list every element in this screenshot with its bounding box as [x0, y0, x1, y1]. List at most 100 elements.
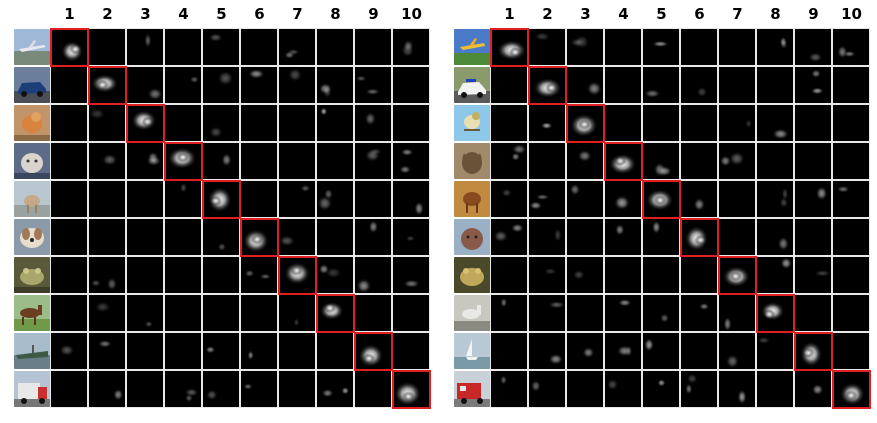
column-header: 3 — [140, 5, 151, 23]
heatmap-cell — [241, 29, 277, 65]
heatmap-cell — [681, 219, 717, 255]
heatmap-cell — [317, 371, 353, 407]
heatmap-cell — [51, 295, 87, 331]
heatmap-cell — [681, 105, 717, 141]
heatmap-cell — [127, 333, 163, 369]
heatmap-cell — [203, 257, 239, 293]
heatmap-cell — [491, 295, 527, 331]
column-header: 4 — [618, 5, 629, 23]
bird-image — [454, 105, 490, 141]
column-header: 9 — [808, 5, 819, 23]
heatmap-cell — [51, 67, 87, 103]
heatmap-cell — [165, 257, 201, 293]
heatmap-cell — [757, 295, 793, 331]
heatmap-cell — [317, 257, 353, 293]
column-header: 8 — [330, 5, 341, 23]
heatmap-cell — [165, 67, 201, 103]
heatmap-cell — [165, 333, 201, 369]
horse-image — [454, 295, 490, 331]
heatmap-cell — [279, 67, 315, 103]
heatmap-cell — [203, 371, 239, 407]
heatmap-cell — [643, 219, 679, 255]
heatmap-cell — [757, 105, 793, 141]
heatmap-cell — [89, 29, 125, 65]
heatmap-cell — [165, 219, 201, 255]
heatmap-cell — [643, 105, 679, 141]
heatmap-cell — [681, 181, 717, 217]
heatmap-cell — [643, 333, 679, 369]
heatmap-cell — [567, 219, 603, 255]
heatmap-cell — [491, 67, 527, 103]
column-header: 2 — [102, 5, 113, 23]
heatmap-cell — [51, 219, 87, 255]
heatmap-cell — [203, 181, 239, 217]
heatmap-cell — [491, 181, 527, 217]
heatmap-cell — [127, 105, 163, 141]
heatmap-cell — [241, 105, 277, 141]
heatmap-cell — [643, 29, 679, 65]
heatmap-cell — [491, 29, 527, 65]
heatmap-cell — [279, 257, 315, 293]
heatmap-cell — [605, 257, 641, 293]
heatmap-cell — [529, 333, 565, 369]
column-header: 2 — [542, 5, 553, 23]
heatmap-cell — [757, 371, 793, 407]
heatmap-cell — [567, 333, 603, 369]
heatmap-cell — [567, 371, 603, 407]
heatmap-cell — [203, 143, 239, 179]
heatmap-cell — [203, 67, 239, 103]
heatmap-cell — [165, 181, 201, 217]
heatmap-cell — [89, 219, 125, 255]
heatmap-cell — [279, 105, 315, 141]
cat-image — [454, 143, 490, 179]
heatmap-cell — [127, 295, 163, 331]
heatmap-cell — [355, 181, 391, 217]
heatmap-cell — [833, 181, 869, 217]
heatmap-cell — [279, 29, 315, 65]
heatmap-cell — [529, 295, 565, 331]
heatmap-cell — [393, 295, 429, 331]
heatmap-cell — [605, 143, 641, 179]
heatmap-cell — [757, 67, 793, 103]
ship-image — [454, 333, 490, 369]
heatmap-cell — [127, 143, 163, 179]
heatmap-cell — [203, 105, 239, 141]
heatmap-cell — [529, 257, 565, 293]
heatmap-cell — [795, 29, 831, 65]
heatmap-cell — [279, 181, 315, 217]
heatmap-cell — [681, 295, 717, 331]
dog-image — [14, 219, 50, 255]
heatmap-cell — [355, 371, 391, 407]
heatmap-cell — [719, 143, 755, 179]
heatmap-cell — [719, 295, 755, 331]
heatmap-cell — [317, 67, 353, 103]
heatmap-cell — [719, 181, 755, 217]
heatmap-cell — [317, 29, 353, 65]
heatmap-cell — [529, 67, 565, 103]
column-header: 3 — [580, 5, 591, 23]
heatmap-cell — [795, 67, 831, 103]
heatmap-cell — [757, 29, 793, 65]
right-panel: 1 2 3 4 5 6 7 8 9 10 — [440, 0, 871, 423]
heatmap-cell — [279, 219, 315, 255]
heatmap-cell — [605, 219, 641, 255]
heatmap-cell — [567, 67, 603, 103]
heatmap-cell — [203, 29, 239, 65]
heatmap-cell — [393, 219, 429, 255]
heatmap-cell — [757, 181, 793, 217]
heatmap-cell — [719, 67, 755, 103]
heatmap-cell — [317, 143, 353, 179]
heatmap-cell — [51, 371, 87, 407]
heatmap-cell — [681, 257, 717, 293]
column-header: 4 — [178, 5, 189, 23]
heatmap-cell — [795, 105, 831, 141]
heatmap-cell — [643, 181, 679, 217]
heatmap-cell — [719, 371, 755, 407]
car-image — [14, 67, 50, 103]
column-header: 9 — [368, 5, 379, 23]
heatmap-cell — [491, 371, 527, 407]
heatmap-cell — [719, 219, 755, 255]
heatmap-cell — [165, 143, 201, 179]
heatmap-cell — [51, 143, 87, 179]
heatmap-cell — [719, 29, 755, 65]
